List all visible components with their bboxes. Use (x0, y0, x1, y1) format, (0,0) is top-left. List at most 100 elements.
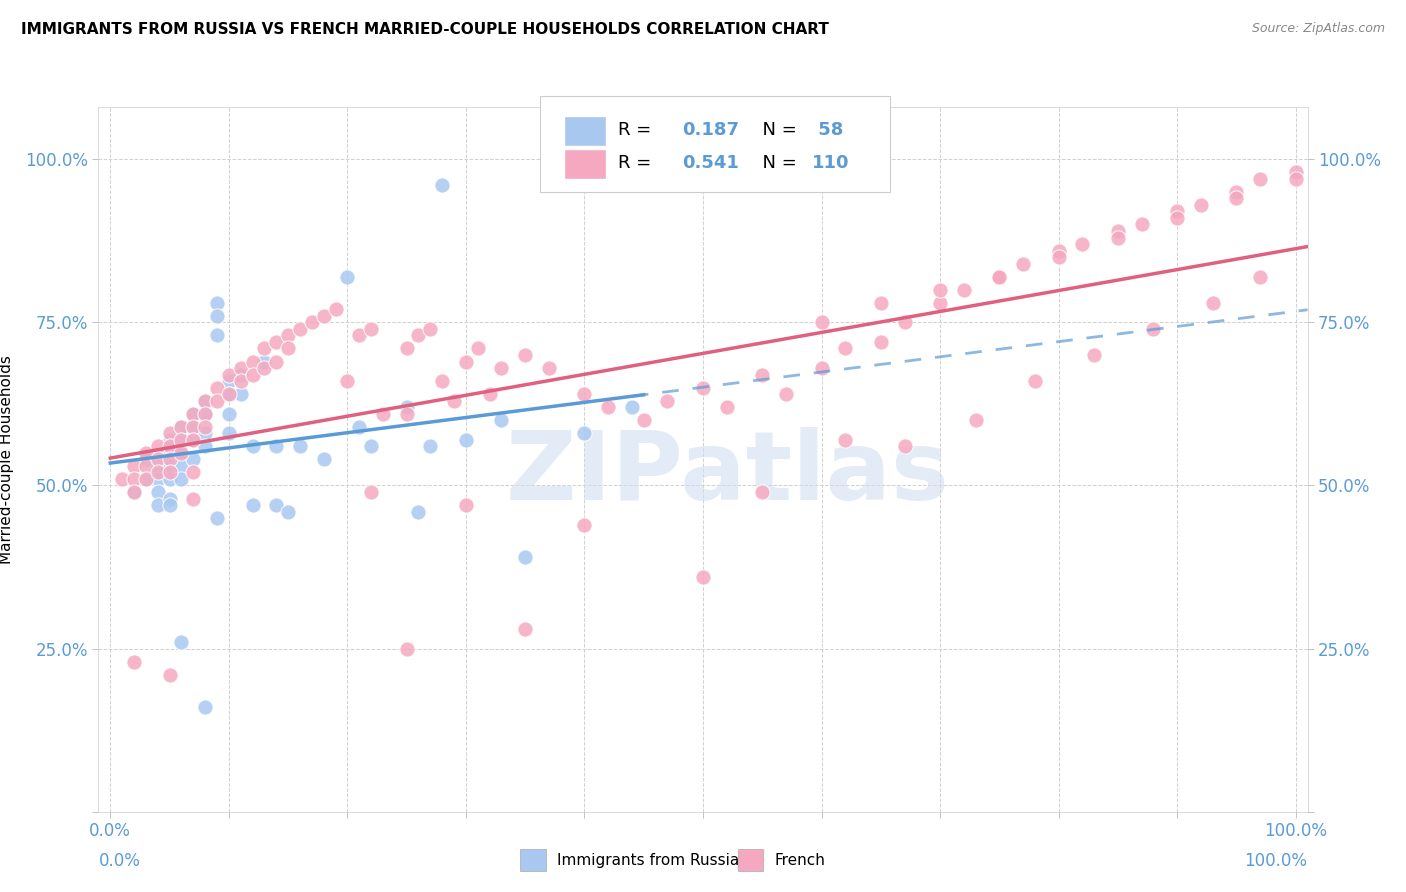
Point (1166, 204, 1188, 219)
Text: 100.0%: 100.0% (1244, 852, 1308, 870)
Point (598, 400, 620, 414)
Point (194, 439, 217, 453)
Point (205, 511, 228, 525)
Point (229, 368, 252, 382)
Point (122, 485, 145, 500)
Point (135, 446, 157, 460)
Point (170, 433, 193, 447)
Point (360, 439, 382, 453)
Point (229, 387, 252, 401)
Point (1024, 374, 1046, 388)
Point (1130, 218, 1153, 232)
Point (288, 322, 311, 336)
Point (893, 315, 915, 329)
Point (218, 387, 240, 401)
Point (988, 269, 1011, 284)
Point (218, 368, 240, 382)
Point (229, 374, 252, 388)
Point (194, 393, 217, 408)
Point (205, 393, 228, 408)
Point (159, 433, 181, 447)
Point (205, 381, 228, 395)
Point (1249, 171, 1271, 186)
Point (810, 315, 832, 329)
Point (277, 342, 299, 356)
Point (277, 328, 299, 343)
Point (194, 407, 217, 421)
Point (159, 498, 181, 512)
FancyBboxPatch shape (564, 149, 606, 179)
Point (301, 315, 323, 329)
Text: R =: R = (619, 154, 658, 172)
Point (454, 354, 477, 368)
Point (408, 505, 430, 519)
Point (111, 472, 134, 486)
Point (834, 342, 856, 356)
Point (336, 374, 359, 388)
Point (277, 505, 299, 519)
Point (159, 472, 181, 486)
Point (1225, 191, 1247, 205)
Point (1249, 269, 1271, 284)
Point (312, 309, 335, 323)
Point (1107, 224, 1129, 238)
Point (537, 361, 560, 376)
Point (242, 368, 264, 382)
Point (170, 635, 193, 649)
Point (135, 458, 157, 473)
Point (288, 439, 311, 453)
Point (170, 458, 193, 473)
Point (242, 439, 264, 453)
Point (159, 439, 181, 453)
Point (253, 354, 276, 368)
Point (467, 342, 489, 356)
Point (146, 458, 169, 473)
Point (312, 452, 335, 467)
Point (1047, 244, 1070, 258)
Point (716, 400, 738, 414)
Point (810, 361, 832, 376)
Point (633, 413, 655, 427)
Point (692, 381, 714, 395)
Point (159, 458, 181, 473)
Point (395, 400, 418, 414)
Point (515, 348, 537, 362)
Point (657, 393, 679, 408)
Point (264, 354, 287, 368)
Point (205, 295, 228, 310)
Text: N =: N = (751, 121, 803, 139)
Point (347, 419, 370, 434)
Point (1189, 198, 1212, 212)
Point (159, 667, 181, 681)
Point (419, 322, 441, 336)
Point (181, 491, 204, 506)
Point (574, 517, 596, 532)
Point (253, 342, 276, 356)
Point (1142, 322, 1164, 336)
Point (253, 361, 276, 376)
Point (146, 452, 169, 467)
Point (1012, 257, 1035, 271)
Point (170, 433, 193, 447)
Point (242, 498, 264, 512)
Point (170, 419, 193, 434)
Point (159, 452, 181, 467)
Point (218, 374, 240, 388)
Point (515, 550, 537, 565)
Point (146, 472, 169, 486)
Point (454, 433, 477, 447)
Point (432, 178, 454, 193)
Text: 110: 110 (811, 154, 849, 172)
Point (170, 419, 193, 434)
Point (135, 472, 157, 486)
Point (360, 485, 382, 500)
Point (432, 374, 454, 388)
Point (574, 426, 596, 441)
Point (181, 433, 204, 447)
Point (181, 433, 204, 447)
Point (122, 458, 145, 473)
Point (242, 354, 264, 368)
Point (692, 570, 714, 584)
Point (122, 472, 145, 486)
Point (336, 269, 359, 284)
